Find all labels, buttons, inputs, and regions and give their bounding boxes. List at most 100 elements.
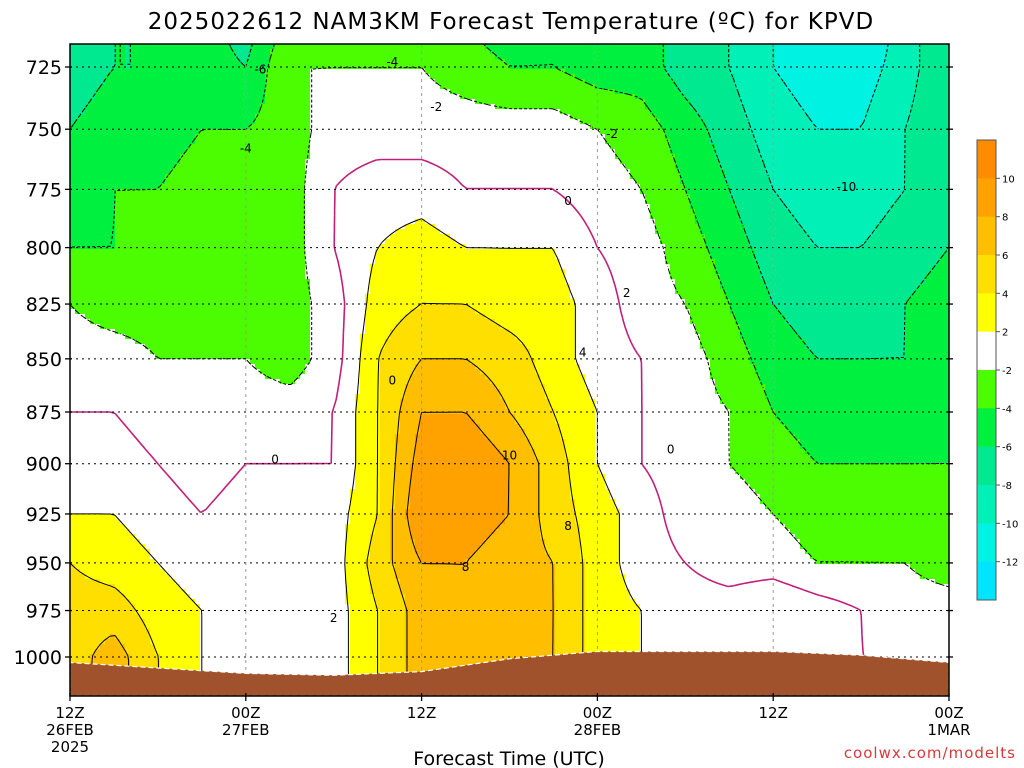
temperature-cell xyxy=(345,524,376,530)
temperature-cell xyxy=(615,149,671,155)
temperature-cell xyxy=(905,349,949,355)
temperature-cell xyxy=(405,614,556,620)
temperature-cell xyxy=(310,329,366,335)
temperature-cell xyxy=(790,209,891,215)
temperature-cell xyxy=(70,609,136,615)
temperature-cell xyxy=(430,74,576,80)
temperature-cell xyxy=(355,469,381,475)
temperature-cell xyxy=(70,599,131,605)
temperature-cell xyxy=(250,49,271,55)
temperature-cell xyxy=(310,154,616,160)
temperature-cell xyxy=(395,324,501,330)
temperature-cell xyxy=(165,174,306,180)
temperature-cell xyxy=(350,489,381,495)
temperature-cell xyxy=(625,584,949,590)
temperature-cell xyxy=(130,44,231,50)
temperature-cell xyxy=(310,319,366,325)
temperature-cell xyxy=(905,309,949,315)
temperature-cell xyxy=(405,514,506,520)
temperature-cell xyxy=(350,669,381,675)
temperature-cell xyxy=(70,294,311,300)
contour-labels: -6 -4 -2 -2 -4 -10 0 2 4 0 0 10 0 8 8 2 xyxy=(240,55,856,625)
temperature-cell xyxy=(130,49,236,55)
temperature-cell xyxy=(775,189,906,195)
temperature-cell xyxy=(750,354,816,360)
temperature-cell xyxy=(350,649,381,655)
temperature-cell xyxy=(600,464,731,470)
temperature-cell xyxy=(500,324,576,330)
temperature-cell xyxy=(70,334,126,340)
temperature-cell xyxy=(925,274,949,280)
temperature-cell xyxy=(730,434,796,440)
temperature-cell xyxy=(665,254,711,260)
temperature-cell xyxy=(355,479,381,485)
temperature-cell xyxy=(815,244,861,250)
temperature-cell xyxy=(540,494,571,500)
temperature-cell xyxy=(135,604,201,610)
temperature-cell xyxy=(920,54,949,60)
temperature-cell xyxy=(730,409,776,415)
temperature-cell xyxy=(70,419,356,425)
temperature-cell xyxy=(650,109,696,115)
x-tick-label: 00Z xyxy=(583,704,612,722)
temperature-cell xyxy=(715,384,766,390)
temperature-cell xyxy=(880,79,916,85)
temperature-cell xyxy=(380,494,396,500)
temperature-cell xyxy=(520,424,561,430)
temperature-cell xyxy=(160,659,201,665)
temperature-cell xyxy=(260,369,306,375)
temperature-cell xyxy=(345,594,376,600)
temperature-cell xyxy=(730,64,776,70)
temperature-cell xyxy=(500,389,546,395)
x-tick-label: 12Z xyxy=(759,704,788,722)
temperature-cell xyxy=(260,109,311,115)
temperature-cell xyxy=(415,449,501,455)
temperature-cell xyxy=(790,429,949,435)
temperature-cell xyxy=(935,264,949,270)
colorbar-label: -6 xyxy=(1002,443,1012,454)
temperature-cell xyxy=(460,94,636,100)
temperature-cell xyxy=(360,344,386,350)
temperature-cell xyxy=(70,284,311,290)
colorbar: 10 8 6 4 2 -2 -4 -6 -8 -10 -12 xyxy=(976,139,1018,601)
temperature-cell xyxy=(380,464,396,470)
temperature-cell xyxy=(585,569,621,575)
temperature-cell xyxy=(865,239,949,245)
temperature-cell xyxy=(270,54,496,60)
temperature-cell xyxy=(555,604,586,610)
temperature-cell xyxy=(105,79,266,85)
temperature-cell xyxy=(660,234,706,240)
temperature-cell xyxy=(925,279,949,285)
temperature-cell xyxy=(390,549,416,555)
temperature-cell xyxy=(620,534,796,540)
temperature-cell xyxy=(745,479,949,485)
temperature-cell xyxy=(380,624,406,630)
temperature-cell xyxy=(535,364,581,370)
temperature-cell xyxy=(640,629,949,635)
temperature-cell xyxy=(475,419,516,425)
temperature-cell xyxy=(905,319,949,325)
temperature-cell xyxy=(380,634,406,640)
temperature-cell xyxy=(355,434,381,440)
temperature-cell xyxy=(530,439,566,445)
colorbar-label: 2 xyxy=(1002,328,1008,339)
temperature-cell xyxy=(115,64,126,70)
temperature-cell xyxy=(555,644,586,650)
temperature-cell xyxy=(305,369,361,375)
temperature-cell xyxy=(725,169,766,175)
temperature-cell xyxy=(410,494,511,500)
temperature-cell xyxy=(200,624,351,630)
temperature-cell xyxy=(715,149,761,155)
temperature-cell xyxy=(480,544,546,550)
temperature-cell xyxy=(105,639,121,645)
temperature-cell xyxy=(305,234,391,240)
temperature-cell xyxy=(400,414,421,420)
temperature-cell xyxy=(145,344,311,350)
temperature-cell xyxy=(70,604,136,610)
temperature-cell xyxy=(690,319,736,325)
temperature-cell xyxy=(395,504,411,510)
temperature-cell xyxy=(345,539,371,545)
temperature-cell xyxy=(735,84,786,90)
temperature-cell xyxy=(545,389,591,395)
